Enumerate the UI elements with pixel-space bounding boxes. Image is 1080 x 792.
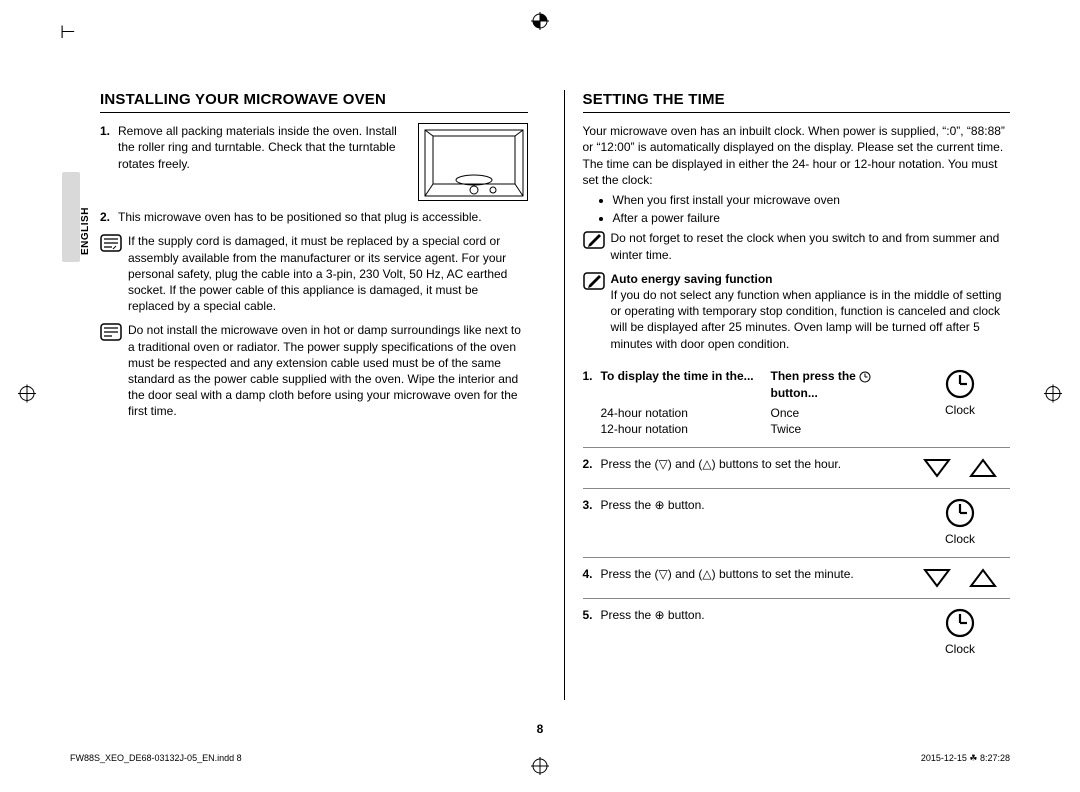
note-icon (100, 322, 122, 342)
crop-mark-icon (1044, 385, 1062, 408)
up-triangle-icon (969, 456, 997, 478)
footer-right: 2015-12-15 ☘ 8:27:28 (921, 753, 1010, 764)
bullet-item: When you first install your microwave ov… (613, 192, 1011, 208)
down-triangle-icon (923, 566, 951, 588)
note-text: Do not install the microwave oven in hot… (128, 322, 528, 419)
install-step-2: 2. This microwave oven has to be positio… (100, 209, 528, 225)
step-icon-area: Clock (910, 497, 1010, 547)
step-text: Press the (▽) and (△) buttons to set the… (601, 566, 911, 588)
note-do-not-install: Do not install the microwave oven in hot… (100, 322, 528, 419)
clock-label: Clock (945, 641, 975, 657)
auto-heading: Auto energy saving function (611, 272, 773, 286)
cell: Twice (771, 421, 901, 437)
auto-text: If you do not select any function when a… (611, 288, 1002, 351)
time-step-1: 1. To display the time in the... Then pr… (583, 360, 1011, 448)
install-step-1: 1. (100, 123, 528, 201)
clock-icon (944, 607, 976, 639)
note-body: Auto energy saving function If you do no… (611, 271, 1011, 352)
up-triangle-icon (969, 566, 997, 588)
step-number: 2. (100, 209, 118, 225)
clock-label: Clock (945, 402, 975, 418)
step-icon-area (910, 566, 1010, 588)
heading-installing: INSTALLING YOUR MICROWAVE OVEN (100, 90, 528, 113)
crop-mark-icon: ⊢ (60, 22, 76, 43)
step-icon-area (910, 456, 1010, 478)
bullet-item: After a power failure (613, 210, 1011, 226)
step-text: This microwave oven has to be positioned… (118, 209, 528, 225)
step-text-content: Remove all packing materials inside the … (118, 124, 397, 170)
right-column: SETTING THE TIME Your microwave oven has… (564, 90, 1011, 700)
footer-left: FW88S_XEO_DE68-03132J-05_EN.indd 8 (70, 753, 242, 764)
language-label: ENGLISH (80, 207, 91, 255)
cell: 24-hour notation (601, 405, 771, 421)
step-text: Remove all packing materials inside the … (118, 123, 528, 201)
clock-icon (944, 368, 976, 400)
heading-setting-time: SETTING THE TIME (583, 90, 1011, 113)
page-number: 8 (537, 722, 544, 736)
crop-mark-icon (531, 12, 549, 35)
time-step-5: 5. Press the ⊕ button. Clock (583, 599, 1011, 667)
step-number: 3. (583, 497, 601, 547)
step-icon-area: Clock (910, 607, 1010, 657)
crop-mark-icon (18, 385, 36, 408)
down-triangle-icon (923, 456, 951, 478)
col-head-2: Then press the button... (771, 368, 901, 401)
time-step-2: 2. Press the (▽) and (△) buttons to set … (583, 448, 1011, 489)
note-text: Do not forget to reset the clock when yo… (611, 230, 1011, 262)
pencil-note-icon (583, 271, 605, 291)
left-column: INSTALLING YOUR MICROWAVE OVEN 1. (70, 90, 528, 700)
intro-text: Your microwave oven has an inbuilt clock… (583, 123, 1011, 188)
note-text: If the supply cord is damaged, it must b… (128, 233, 528, 314)
cell: 12-hour notation (601, 421, 771, 437)
note-summer-winter: Do not forget to reset the clock when yo… (583, 230, 1011, 262)
step-icon-area: Clock (910, 368, 1010, 437)
step-content: To display the time in the... Then press… (601, 368, 911, 437)
col-head-1: To display the time in the... (601, 368, 771, 401)
time-step-3: 3. Press the ⊕ button. Clock (583, 489, 1011, 558)
note-supply-cord: If the supply cord is damaged, it must b… (100, 233, 528, 314)
clock-icon (944, 497, 976, 529)
step-number: 4. (583, 566, 601, 588)
footer: FW88S_XEO_DE68-03132J-05_EN.indd 8 2015-… (70, 753, 1010, 764)
clock-inline-icon (859, 368, 871, 384)
microwave-illustration (418, 123, 528, 201)
note-auto-energy: Auto energy saving function If you do no… (583, 271, 1011, 352)
step-text: Press the ⊕ button. (601, 607, 911, 657)
manual-page: ⊢ ENGLISH INSTALLING YOUR MICROWAVE OVEN… (0, 0, 1080, 792)
step-text: Press the ⊕ button. (601, 497, 911, 547)
note-icon (100, 233, 122, 253)
step-number: 2. (583, 456, 601, 478)
cell: Once (771, 405, 901, 421)
time-step-4: 4. Press the (▽) and (△) buttons to set … (583, 558, 1011, 599)
step-number: 1. (100, 123, 118, 201)
clock-label: Clock (945, 531, 975, 547)
step-number: 1. (583, 368, 601, 437)
pencil-note-icon (583, 230, 605, 250)
language-tab (62, 172, 80, 262)
step-text: Press the (▽) and (△) buttons to set the… (601, 456, 911, 478)
step-number: 5. (583, 607, 601, 657)
